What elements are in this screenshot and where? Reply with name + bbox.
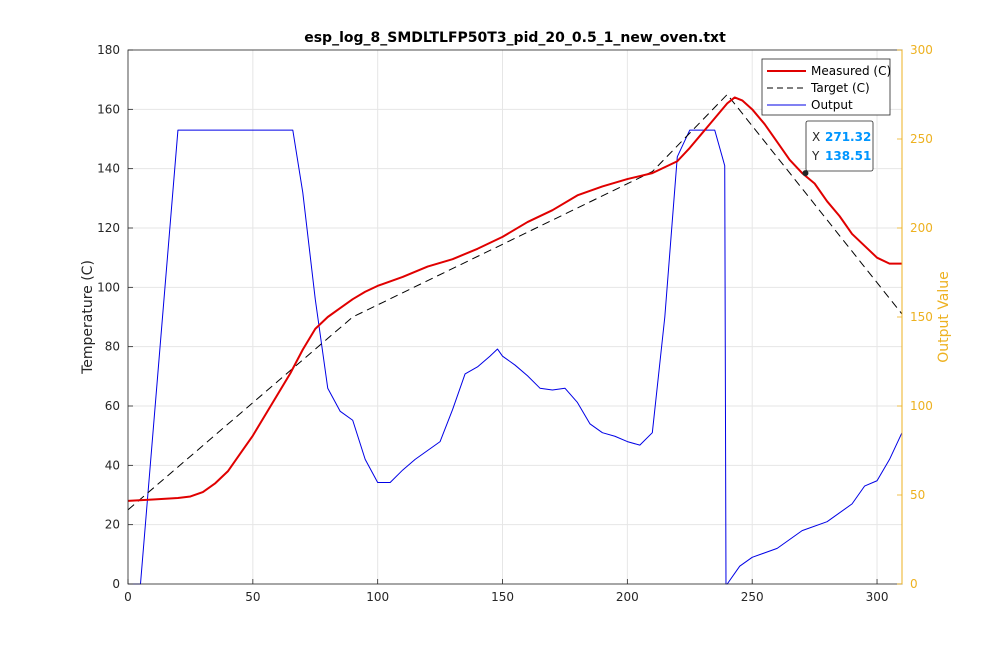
datatip-y-value: 138.51 (825, 149, 871, 163)
legend[interactable]: Measured (C) Target (C) Output (761, 58, 891, 116)
y-left-tick-label: 100 (97, 280, 120, 294)
y-right-tick-label: 200 (910, 221, 933, 235)
target-line (127, 94, 903, 511)
y-left-tick-label: 40 (105, 458, 120, 472)
legend-output-label: Output (811, 98, 853, 112)
y-right-tick-label: 300 (910, 43, 933, 57)
x-tick-label: 0 (124, 590, 132, 604)
y-right-tick-label: 150 (910, 310, 933, 324)
measured-line (127, 96, 902, 502)
datatip-x-value: 271.32 (825, 130, 871, 144)
y-axis-right-label: Output Value (936, 271, 952, 363)
y-left-tick-label: 140 (97, 162, 120, 176)
plot-area (128, 50, 902, 584)
datatip-y-label: Y (811, 149, 820, 163)
y-right-tick-label: 250 (910, 132, 933, 146)
datatip-box (805, 120, 874, 172)
y-left-tick-label: 0 (112, 577, 120, 591)
datatip-marker (802, 170, 809, 177)
y-right-tick-label: 0 (910, 577, 918, 591)
x-tick-label: 100 (366, 590, 389, 604)
y-right-tick-label: 100 (910, 399, 933, 413)
legend-target-label: Target (C) (810, 81, 870, 95)
x-tick-label: 300 (866, 590, 889, 604)
legend-box (761, 58, 891, 116)
legend-measured-label: Measured (C) (811, 64, 891, 78)
x-tick-label: 200 (616, 590, 639, 604)
y-left-tick-label: 20 (105, 518, 120, 532)
x-tick-label: 150 (491, 590, 514, 604)
ticks-layer: 0 50 100 150 200 250 300 0 20 40 60 80 100 120 140 160 1… (97, 43, 933, 604)
x-tick-label: 50 (245, 590, 260, 604)
chart-title: esp_log_8_SMDLTLFP50T3_pid_20_0.5_1_new_… (304, 30, 726, 46)
output-line (128, 129, 903, 585)
y-left-tick-label: 80 (105, 340, 120, 354)
y-left-tick-label: 120 (97, 221, 120, 235)
y-left-tick-label: 180 (97, 43, 120, 57)
datatip[interactable]: X 271.32 Y 138.51 (802, 120, 874, 177)
y-axis-left-label: Temperature (C) (80, 260, 96, 375)
y-left-tick-label: 60 (105, 399, 120, 413)
y-right-tick-label: 50 (910, 488, 925, 502)
datatip-x-label: X (812, 130, 820, 144)
series-layer (127, 94, 903, 585)
x-tick-label: 250 (741, 590, 764, 604)
y-left-tick-label: 160 (97, 102, 120, 116)
